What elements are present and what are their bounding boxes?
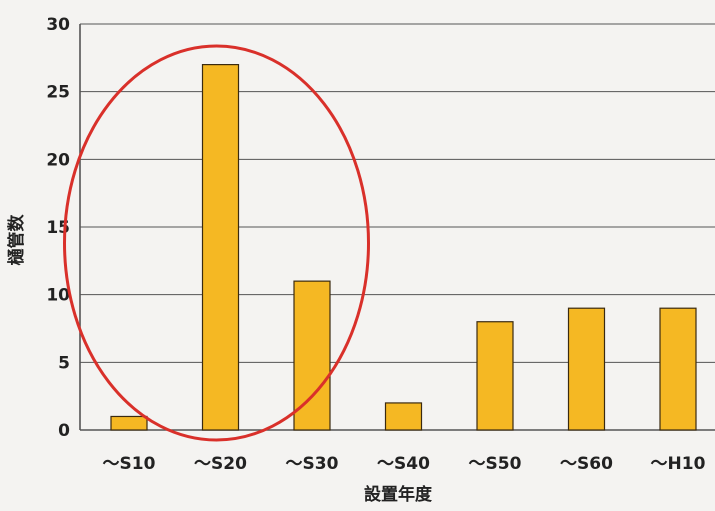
y-tick-label-0: 0 xyxy=(58,421,70,441)
bar-7 xyxy=(659,307,697,431)
bar-1 xyxy=(110,415,148,431)
annotations xyxy=(63,44,370,442)
y-tick-label-25: 25 xyxy=(46,83,70,103)
y-tick-label-30: 30 xyxy=(46,15,70,35)
bar-5 xyxy=(476,321,514,431)
y-tick-label-20: 20 xyxy=(46,150,70,170)
bar-4 xyxy=(384,402,423,431)
x-tick-label-5: ～S50 xyxy=(469,454,522,474)
bars xyxy=(110,63,697,431)
x-tick-label-4: ～S40 xyxy=(377,454,430,474)
bar-6 xyxy=(567,307,606,431)
x-tick-label-7: ～H10 xyxy=(651,454,706,474)
x-tick-label-6: ～S60 xyxy=(560,454,613,474)
x-axis-label: 設置年度 xyxy=(364,484,433,505)
x-tick-label-2: ～S20 xyxy=(194,454,247,474)
y-tick-label-10: 10 xyxy=(46,286,70,306)
bar-3 xyxy=(293,280,331,431)
x-tick-label-1: ～S10 xyxy=(103,454,156,474)
x-tick-labels: ～S10 ～S20 ～S30 ～S40 ～S50 ～S60 ～H10 xyxy=(103,454,706,474)
bar-2 xyxy=(201,63,240,431)
highlight-ellipse xyxy=(63,44,370,442)
x-tick-label-3: ～S30 xyxy=(286,454,339,474)
gridlines xyxy=(79,23,715,431)
y-tick-label-5: 5 xyxy=(58,353,70,373)
y-axis-label: 樋管数 xyxy=(6,214,27,266)
